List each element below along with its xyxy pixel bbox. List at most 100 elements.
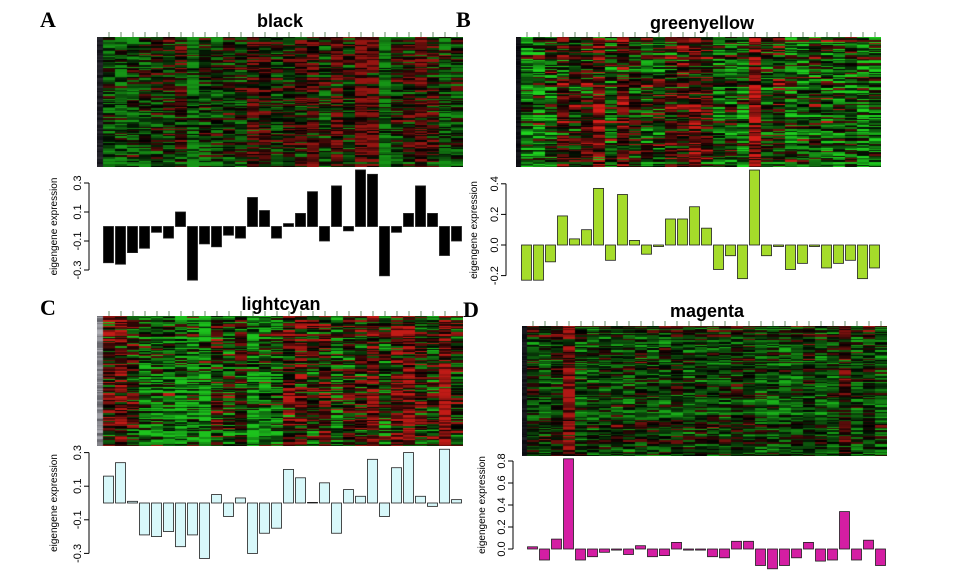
panel-letter: C (40, 295, 56, 320)
bar (283, 223, 294, 227)
bar (427, 213, 438, 227)
bar (451, 499, 462, 504)
bar (617, 194, 628, 246)
y-axis-label: eigengene expression (49, 178, 60, 276)
bar (415, 185, 426, 227)
bar (247, 197, 258, 227)
y-tick-label: -0.2 (489, 266, 501, 285)
bar (211, 226, 222, 248)
bar (439, 226, 450, 256)
bar (533, 244, 544, 281)
bar (211, 494, 222, 504)
bar (271, 502, 282, 529)
bar (103, 475, 114, 504)
bar (587, 548, 598, 558)
bar (875, 548, 886, 566)
y-tick-label: 0.0 (489, 237, 501, 252)
bar (653, 244, 664, 247)
bar (833, 244, 844, 264)
heatmap-d (522, 326, 887, 456)
bar (719, 548, 730, 559)
y-tick-label: -0.1 (72, 232, 84, 251)
bar (779, 548, 790, 566)
bar (103, 226, 114, 264)
bar (593, 187, 604, 246)
bar (163, 502, 174, 532)
bar (749, 169, 760, 246)
bar (319, 482, 330, 504)
bar (677, 218, 688, 246)
bar (271, 226, 282, 239)
y-axis: 0.8 0.6 0.4 0.2 0.0 (496, 453, 514, 557)
y-tick-label: 0.4 (489, 176, 501, 191)
y-tick-label: 0.1 (72, 204, 84, 219)
bar (563, 458, 574, 550)
bar (869, 244, 880, 269)
bar (557, 215, 568, 246)
y-tick-label: -0.3 (72, 544, 84, 563)
bar (767, 548, 778, 570)
bar (737, 244, 748, 280)
bar (355, 495, 366, 504)
heatmap-b (516, 37, 881, 167)
bar (439, 448, 450, 504)
y-tick-label: 0.4 (496, 497, 508, 512)
y-axis: 0.3 0.1 -0.1 -0.3 (72, 445, 90, 563)
bar (151, 502, 162, 537)
bar (307, 501, 318, 504)
bar (551, 538, 562, 550)
bar (731, 540, 742, 550)
bar (755, 548, 766, 566)
eigengene-bars (103, 169, 462, 281)
bar (641, 244, 652, 255)
bar (743, 540, 754, 550)
panel-letter: D (463, 297, 479, 322)
eigengene-bars (527, 458, 886, 570)
bar (671, 542, 682, 550)
bar (797, 244, 808, 264)
bar (569, 238, 580, 246)
y-tick-label: -0.1 (72, 510, 84, 529)
bar (307, 191, 318, 227)
y-axis: 0.3 0.1 -0.1 -0.3 (72, 175, 90, 280)
bar (223, 226, 234, 236)
y-tick-label: -0.3 (72, 261, 84, 280)
bar (331, 185, 342, 227)
bar (259, 502, 270, 534)
bar (115, 226, 126, 265)
bar (851, 548, 862, 561)
bar (803, 542, 814, 550)
bar (713, 244, 724, 270)
bar (235, 497, 246, 504)
bar (343, 489, 354, 504)
bar (605, 244, 616, 261)
bar (295, 213, 306, 227)
bar (151, 226, 162, 233)
bar (259, 210, 270, 227)
y-axis-label: eigengene expression (477, 456, 488, 554)
y-tick-label: 0.2 (496, 519, 508, 534)
bar (581, 229, 592, 246)
bar (127, 226, 138, 254)
column-ticks (532, 321, 882, 326)
bar (379, 226, 390, 277)
bar (355, 169, 366, 227)
y-axis: 0.4 0.2 0.0 -0.2 (489, 176, 507, 285)
bar (367, 458, 378, 504)
bar (659, 548, 670, 556)
panel-b: B greenyellow eigengene expression 0.40.… (456, 7, 880, 285)
panel-title: magenta (670, 301, 745, 321)
bar (199, 502, 210, 559)
bar (391, 226, 402, 233)
panel-title: lightcyan (241, 294, 320, 314)
y-tick-label: 0.8 (496, 453, 508, 468)
y-tick-label: 0.3 (72, 445, 84, 460)
eigengene-bars (521, 169, 880, 281)
bar (199, 226, 210, 245)
bar (689, 206, 700, 246)
bar (367, 173, 378, 227)
bar (701, 227, 712, 246)
bar (115, 462, 126, 504)
